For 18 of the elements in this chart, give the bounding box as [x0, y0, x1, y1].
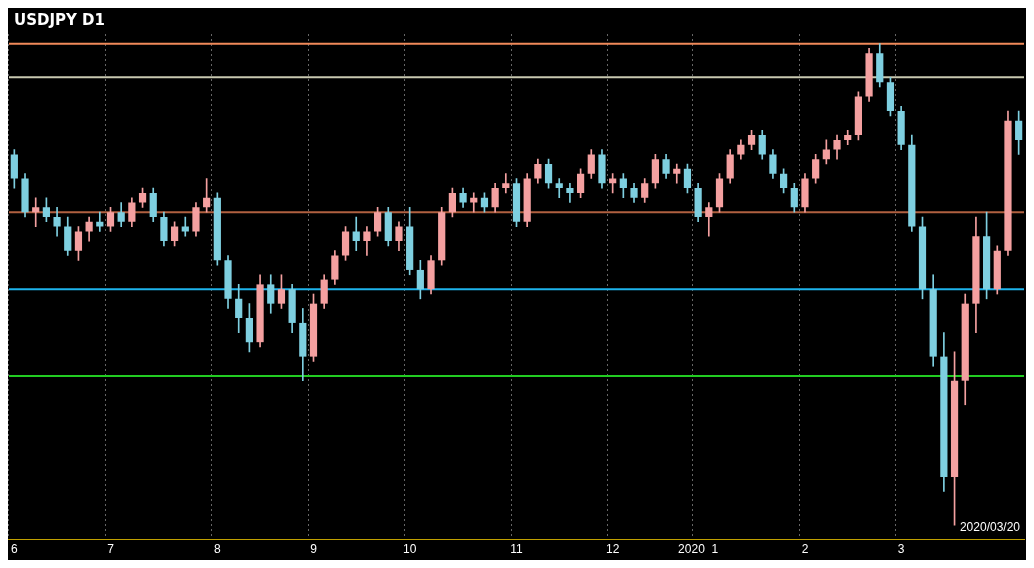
x-tick-label: 8 — [213, 542, 221, 557]
candlestick — [502, 173, 510, 194]
candlestick — [555, 178, 563, 199]
x-tick-label: 10 — [402, 542, 417, 557]
annotation: 2020/03/20 — [959, 519, 1021, 534]
candlestick — [566, 182, 574, 203]
x-tick-label: 9 — [310, 542, 318, 557]
x-tick-label: 7 — [107, 542, 115, 557]
x-tick-label: 3 — [897, 542, 905, 557]
x-tick-label: 12 — [605, 542, 620, 557]
candlestick — [96, 211, 104, 232]
x-tick-label: 2020 1 — [678, 542, 719, 557]
candlestick — [32, 197, 40, 227]
x-tick-label: 6 — [10, 542, 18, 557]
x-tick-label: 11 — [510, 542, 524, 557]
x-tick-label: 2 — [801, 542, 809, 557]
candlestick — [673, 163, 681, 184]
chart-title: USDJPY D1 — [14, 11, 105, 30]
